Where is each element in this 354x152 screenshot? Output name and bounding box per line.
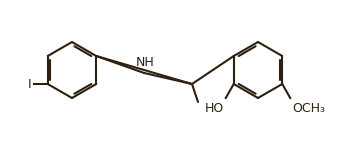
Text: HO: HO: [205, 102, 224, 115]
Text: OCH₃: OCH₃: [292, 102, 325, 115]
Text: I: I: [28, 78, 32, 90]
Text: NH: NH: [136, 56, 154, 69]
